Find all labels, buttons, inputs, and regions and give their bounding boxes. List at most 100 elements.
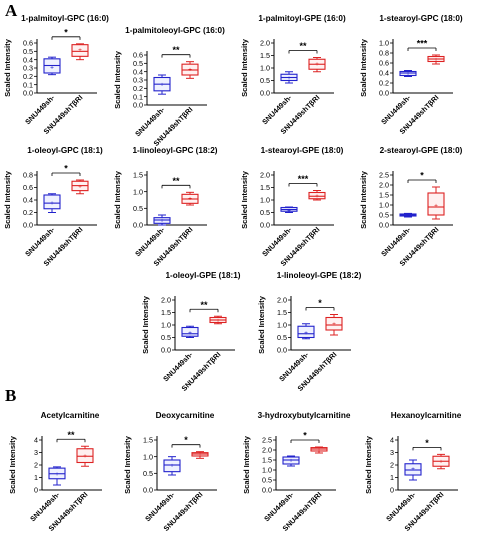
y-tick-label: 0.0 [23, 221, 33, 230]
y-tick-label: 0 [34, 486, 38, 495]
chart-title: Hexanoylcarnitine [391, 411, 462, 420]
y-tick-label: 0.4 [23, 196, 33, 205]
y-axis-label: Scaled Intensity [364, 435, 373, 494]
y-tick-label: 0.8 [379, 49, 389, 58]
y-tick-label: 0.8 [23, 171, 33, 180]
y-tick-label: 0.0 [379, 89, 389, 98]
y-tick-label: 1.5 [133, 171, 143, 180]
y-tick-label: 0.5 [260, 76, 270, 85]
y-tick-label: 0.0 [262, 486, 272, 495]
mean-marker: + [216, 317, 220, 324]
panel-a-label: A [5, 1, 18, 20]
y-tick-label: 0.6 [23, 183, 33, 192]
significance-label: *** [298, 174, 309, 184]
y-tick-label: 2 [34, 461, 38, 470]
y-tick-label: 1.0 [260, 64, 270, 73]
chart-3: 1-palmitoyl-GPE (16:0) Scaled Intensity 0.… [240, 14, 346, 136]
y-tick-label: 0.6 [23, 39, 33, 48]
y-tick-label: 2.5 [262, 436, 272, 445]
y-tick-label: 0.0 [379, 221, 389, 230]
box-iqr [71, 44, 89, 57]
box-iqr [325, 316, 343, 331]
y-tick-label: 0.3 [133, 76, 143, 85]
significance-label: * [303, 431, 307, 441]
box-control: + [399, 212, 417, 219]
mean-marker: + [315, 61, 319, 68]
chart-title: Acetylcarnitine [41, 411, 100, 420]
mean-marker: + [160, 81, 164, 88]
chart-7: 1-stearoyl-GPE (18:0) Scaled Intensity 0.0… [240, 146, 344, 268]
chart-title: 1-stearoyl-GPE (18:0) [261, 146, 344, 155]
chart-title: 1-palmitoyl-GPE (16:0) [258, 14, 346, 23]
significance-label: ** [299, 41, 307, 51]
y-tick-label: 2.0 [379, 181, 389, 190]
y-tick-label: 0.2 [379, 79, 389, 88]
chart-title: 1-palmitoleoyl-GPC (16:0) [125, 26, 225, 35]
box-control: + [282, 455, 300, 467]
box-control: + [280, 206, 298, 214]
box-treated: + [76, 445, 94, 467]
chart-5: 1-oleoyl-GPC (18:1) Scaled Intensity 0.0 0.… [3, 146, 103, 268]
chart-10: 1-linoleoyl-GPE (18:2) Scaled Intensity 0.… [257, 271, 362, 393]
chart-title: 1-oleoyl-GPC (18:1) [27, 146, 103, 155]
box-treated: + [432, 453, 450, 470]
significance-label: * [318, 298, 322, 308]
y-tick-label: 0.0 [260, 221, 270, 230]
y-tick-label: 4 [390, 436, 394, 445]
y-tick-label: 1.0 [260, 196, 270, 205]
y-tick-label: 1.5 [277, 308, 287, 317]
mean-marker: + [439, 459, 443, 466]
y-tick-label: 0.6 [133, 51, 143, 60]
y-tick-label: 1.5 [143, 436, 153, 445]
y-tick-label: 1.0 [161, 321, 171, 330]
mean-marker: + [170, 462, 174, 469]
significance-label: ** [172, 176, 180, 186]
y-tick-label: 1 [390, 473, 394, 482]
y-tick-label: 2.0 [262, 446, 272, 455]
chart-title: 1-linoleoyl-GPE (18:2) [277, 271, 362, 280]
box-control: + [43, 56, 61, 76]
mean-marker: + [198, 451, 202, 458]
mean-marker: + [434, 202, 438, 209]
y-tick-label: 0.0 [133, 101, 143, 110]
box-control: + [297, 323, 315, 340]
y-tick-label: 0.4 [23, 55, 33, 64]
y-axis-label: Scaled Intensity [3, 170, 12, 229]
box-treated: + [181, 191, 199, 206]
y-tick-label: 1.5 [262, 456, 272, 465]
y-tick-label: 1.0 [277, 321, 287, 330]
y-tick-label: 2.0 [161, 296, 171, 305]
box-treated: + [71, 43, 89, 61]
y-axis-label: Scaled Intensity [257, 295, 266, 354]
y-tick-label: 0.5 [379, 211, 389, 220]
box-iqr [76, 448, 94, 464]
y-tick-label: 4 [34, 436, 38, 445]
box-treated: + [427, 54, 445, 65]
mean-marker: + [287, 75, 291, 82]
y-tick-label: 3 [390, 448, 394, 457]
y-tick-label: 2.0 [260, 39, 270, 48]
significance-label: * [420, 171, 424, 181]
y-tick-label: 0.0 [277, 346, 287, 355]
mean-marker: + [289, 457, 293, 464]
box-treated: + [191, 451, 209, 459]
box-control: + [48, 466, 66, 486]
mean-marker: + [434, 56, 438, 63]
box-treated: + [71, 179, 89, 195]
box-iqr [297, 325, 315, 339]
y-tick-label: 1 [34, 473, 38, 482]
mean-marker: + [304, 330, 308, 337]
panel-b-label: B [5, 386, 17, 405]
box-treated: + [427, 186, 445, 220]
significance-label: *** [417, 39, 428, 49]
y-tick-label: 0.2 [133, 84, 143, 93]
box-iqr [181, 326, 199, 337]
significance-label: * [425, 438, 429, 448]
y-tick-label: 3 [34, 448, 38, 457]
significance-label: * [64, 27, 68, 37]
y-tick-label: 0.0 [23, 89, 33, 98]
box-treated: + [308, 190, 326, 201]
chart-12: Deoxycarnitine Scaled Intensity 0.0 0.5 1.0 1… [123, 411, 217, 533]
y-tick-label: 2.0 [277, 296, 287, 305]
